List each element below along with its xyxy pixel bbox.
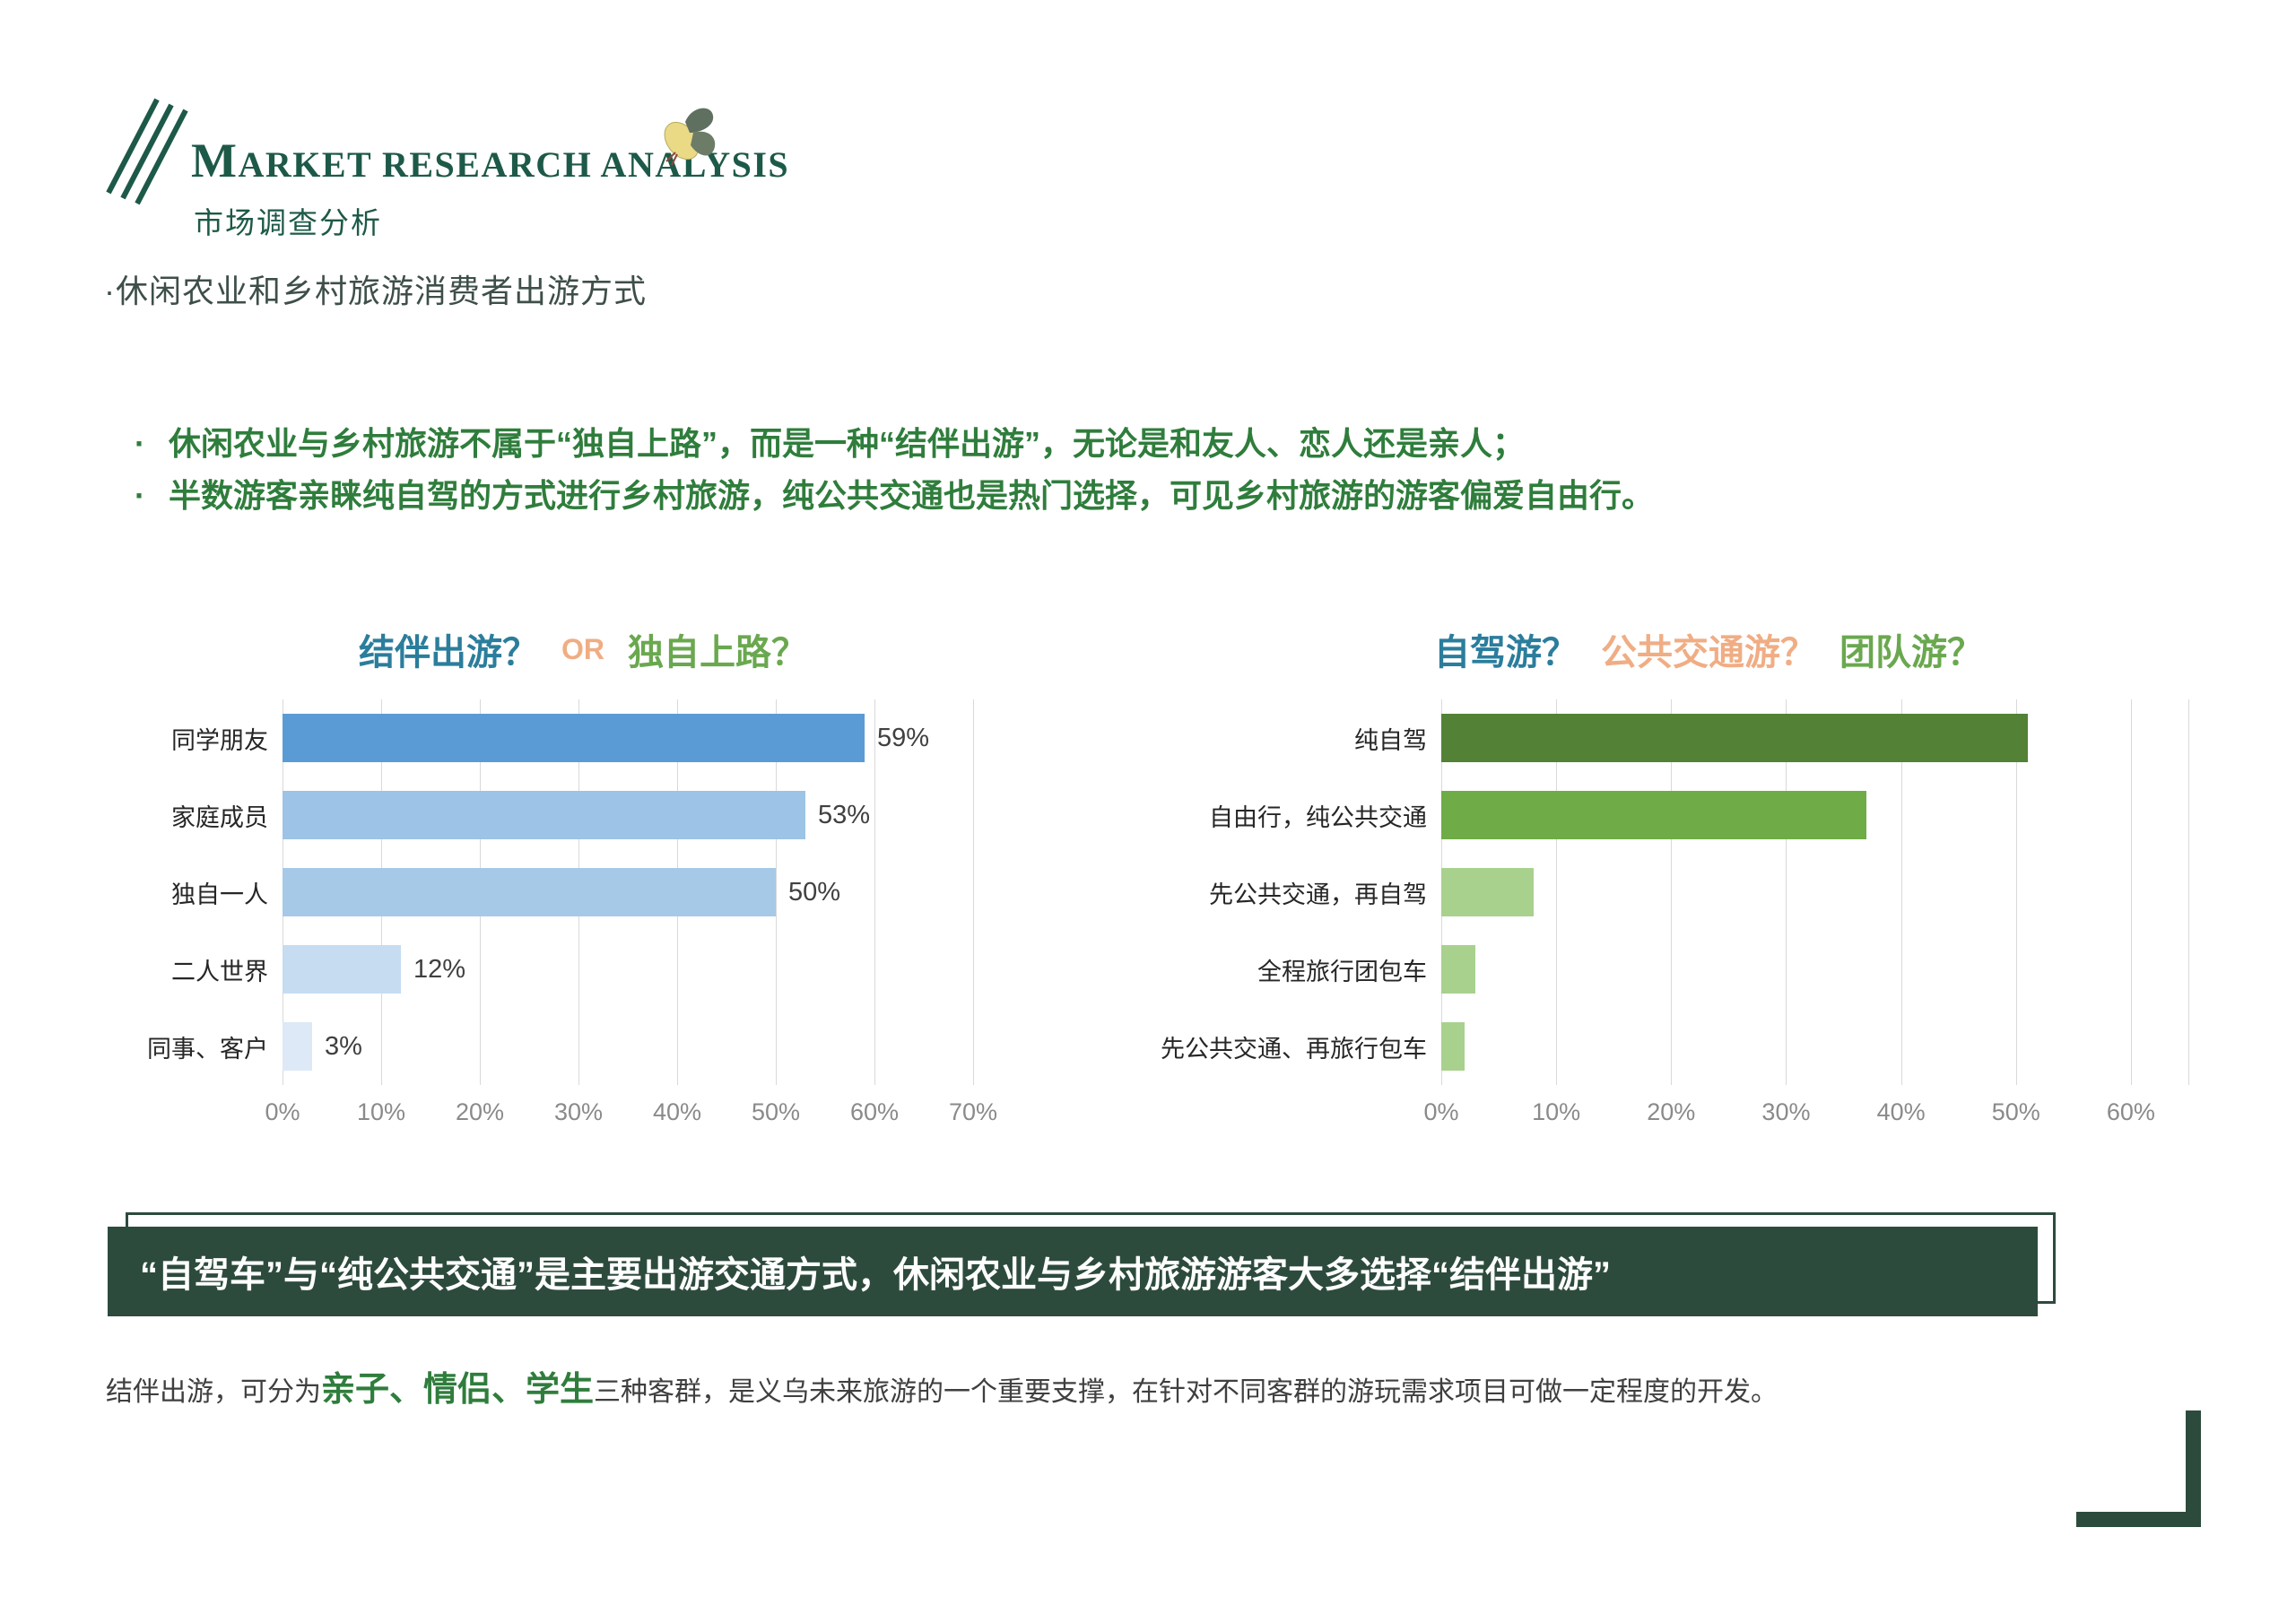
- gridline: [1671, 699, 1673, 1085]
- chart-title-part: 自驾游？: [1434, 633, 1578, 673]
- chart-title-part: 公共交通游？: [1601, 633, 1816, 673]
- gridline: [874, 699, 875, 1085]
- x-tick-label: 0%: [265, 1098, 300, 1125]
- chart-title-part: 团队游？: [1839, 633, 1983, 673]
- bar: [1441, 868, 1534, 916]
- chart-plot-area: 59% 53% 50% 12% 3% 0% 10% 20% 30% 40% 50% 60% 70% 同…: [108, 699, 1058, 1148]
- category-label: 二人世界: [171, 958, 268, 985]
- chart-title: 结伴出游？ OR 独自上路？: [108, 617, 1058, 681]
- key-findings: · 休闲农业与乡村旅游不属于“独自上路”，而是一种“结伴出游”，无论是和友人、恋…: [135, 418, 1654, 522]
- finding-item: · 休闲农业与乡村旅游不属于“独自上路”，而是一种“结伴出游”，无论是和友人、恋…: [135, 418, 1654, 470]
- gridline: [1786, 699, 1787, 1085]
- bar: [1441, 714, 2028, 762]
- x-tick-label: 40%: [1876, 1098, 1926, 1125]
- x-tick-label: 10%: [356, 1098, 406, 1125]
- x-tick-label: 30%: [1761, 1098, 1811, 1125]
- gridline: [973, 699, 974, 1085]
- section-heading: ·休闲农业和乡村旅游消费者出游方式: [104, 273, 647, 309]
- corner-bracket-icon: [2076, 1410, 2201, 1527]
- x-tick-label: 50%: [751, 1098, 801, 1125]
- bar: [283, 945, 401, 994]
- x-tick-label: 0%: [1423, 1098, 1459, 1125]
- category-label: 先公共交通，再自驾: [1209, 881, 1427, 908]
- value-label: 3%: [324, 1032, 362, 1061]
- bar: [283, 868, 776, 916]
- conclusion-text: “自驾车”与“纯公共交通”是主要出游交通方式，休闲农业与乡村旅游游客大多选择“结…: [140, 1255, 1611, 1295]
- footer-paragraph: 结伴出游，可分为亲子、情侣、学生三种客群，是义乌未来旅游的一个重要支撑，在针对不…: [106, 1361, 1778, 1410]
- chart-plot-area: 0% 10% 20% 30% 40% 50% 60% 纯自驾自由行，纯公共交通 先公共交通，再…: [1161, 699, 2224, 1148]
- x-tick-label: 60%: [849, 1098, 900, 1125]
- conclusion-banner: “自驾车”与“纯公共交通”是主要出游交通方式，休闲农业与乡村旅游游客大多选择“结…: [108, 1227, 2038, 1316]
- footer-highlight: 亲子、情侣、学生: [321, 1371, 595, 1409]
- page-subtitle: 市场调查分析: [194, 206, 382, 239]
- category-label: 家庭成员: [171, 803, 268, 831]
- value-label: 50%: [788, 878, 841, 907]
- x-tick-label: 20%: [455, 1098, 505, 1125]
- category-label: 全程旅行团包车: [1257, 958, 1427, 985]
- x-tick-label: 30%: [553, 1098, 604, 1125]
- chart-title-part: OR: [561, 632, 604, 665]
- x-axis-ticks: 0% 10% 20% 30% 40% 50% 60%: [1423, 1098, 2188, 1134]
- gridline: [2015, 699, 2017, 1085]
- x-tick-label: 50%: [1991, 1098, 2040, 1125]
- transport-mode-chart: 自驾游？ 公共交通游？ 团队游？ 0% 10% 20% 30% 40% 50% 60% 纯自驾自…: [1161, 617, 2224, 1148]
- bullet-marker: ·: [135, 425, 145, 462]
- value-label: 12%: [413, 955, 466, 984]
- butterfly-icon: [657, 100, 722, 175]
- bar: [283, 1022, 312, 1071]
- finding-item: · 半数游客亲睐纯自驾的方式进行乡村旅游，纯公共交通也是热门选择，可见乡村旅游的…: [135, 470, 1654, 522]
- gridline: [2188, 699, 2189, 1085]
- x-tick-label: 20%: [1647, 1098, 1696, 1125]
- category-label: 同学朋友: [171, 726, 268, 754]
- bar: [1441, 945, 1476, 994]
- chart-title-part: 独自上路？: [628, 633, 807, 673]
- finding-text: 休闲农业与乡村旅游不属于“独自上路”，而是一种“结伴出游”，无论是和友人、恋人还…: [169, 425, 1526, 462]
- x-tick-label: 40%: [652, 1098, 702, 1125]
- footer-suffix: 三种客群，是义乌未来旅游的一个重要支撑，在针对不同客群的游玩需求项目可做一定程度…: [594, 1377, 1779, 1407]
- category-label: 自由行，纯公共交通: [1209, 803, 1427, 831]
- chart-title: 自驾游？ 公共交通游？ 团队游？: [1193, 617, 2224, 681]
- x-tick-label: 70%: [948, 1098, 998, 1125]
- x-tick-label: 10%: [1532, 1098, 1581, 1125]
- category-label: 独自一人: [171, 881, 268, 908]
- page-title: MARKET RESEARCH ANALYSIS: [191, 133, 789, 188]
- finding-text: 半数游客亲睐纯自驾的方式进行乡村旅游，纯公共交通也是热门选择，可见乡村旅游的游客…: [169, 477, 1655, 514]
- value-label: 59%: [877, 724, 930, 752]
- x-tick-label: 60%: [2106, 1098, 2155, 1125]
- gridline: [1900, 699, 1902, 1085]
- travel-companion-chart: 结伴出游？ OR 独自上路？ 59% 53% 50% 12% 3% 0% 10% 20% 30% 4…: [108, 617, 1058, 1148]
- gridline: [776, 699, 777, 1085]
- bar: [283, 714, 865, 762]
- category-label: 先公共交通、再旅行包车: [1161, 1035, 1427, 1063]
- gridline: [2130, 699, 2132, 1085]
- category-label: 同事、客户: [147, 1035, 268, 1063]
- bullet-marker: ·: [135, 477, 145, 514]
- plot: 59% 53% 50% 12% 3%: [283, 699, 974, 1085]
- bar: [283, 791, 805, 839]
- bar: [1441, 1022, 1465, 1071]
- value-label: 53%: [818, 801, 871, 829]
- page-title-initial: M: [191, 134, 239, 187]
- footer-prefix: 结伴出游，可分为: [106, 1377, 321, 1407]
- gridline: [1556, 699, 1558, 1085]
- chart-title-part: 结伴出游？: [359, 633, 538, 673]
- x-axis-ticks: 0% 10% 20% 30% 40% 50% 60% 70%: [265, 1098, 997, 1134]
- triple-diagonal-lines-icon: [101, 94, 191, 210]
- bar: [1441, 791, 1867, 839]
- plot: [1441, 699, 2189, 1085]
- category-label: 纯自驾: [1354, 726, 1427, 754]
